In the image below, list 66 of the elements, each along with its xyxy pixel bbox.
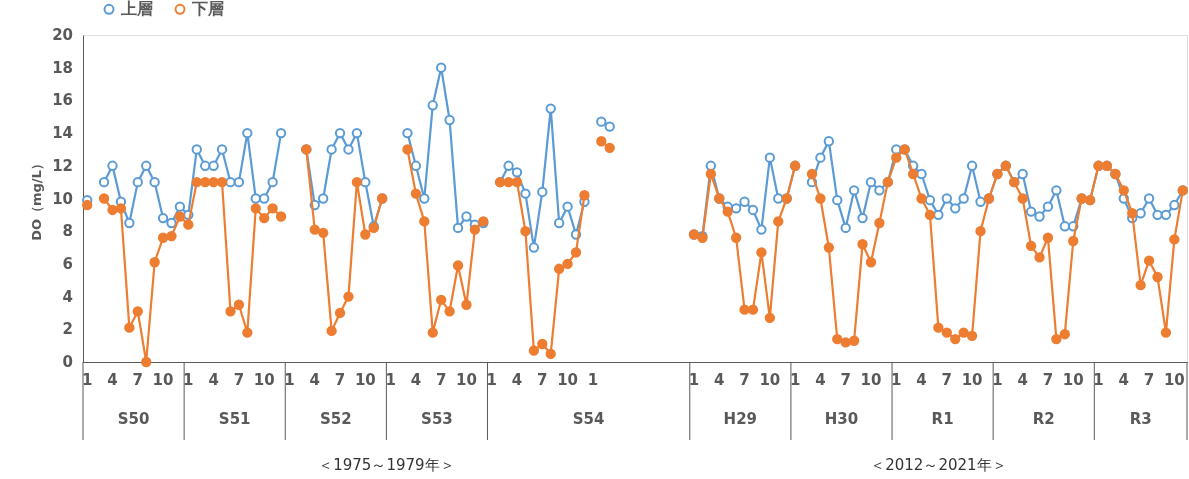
x-tick-label: 7 (537, 371, 548, 389)
x-tick-label: 4 (815, 371, 826, 389)
y-tick-label: 2 (62, 320, 73, 339)
x-tick-label: 7 (941, 371, 953, 389)
y-tick-label: 20 (52, 26, 73, 44)
x-tick-label: 7 (435, 371, 447, 389)
x-tick-label: 4 (511, 371, 523, 389)
legend-label: 下層 (191, 0, 224, 19)
x-tick-label: 1 (891, 371, 902, 389)
x-tick-label: 1 (385, 371, 396, 389)
text: R1 (931, 410, 954, 428)
x-tick-label: 4 (1118, 371, 1130, 389)
text: S50 (117, 410, 150, 428)
x-tick-label: 10 (759, 371, 781, 389)
x-tick-label: 1 (284, 371, 295, 389)
x-tick-label: 1 (486, 371, 497, 389)
text: H29 (723, 410, 758, 428)
text: R3 (1129, 410, 1152, 428)
text: S52 (319, 410, 352, 428)
x-tick-label: 4 (208, 371, 219, 389)
x-tick-label: 7 (840, 371, 851, 389)
x-tick-label: 7 (1143, 371, 1155, 389)
text: S51 (218, 410, 251, 428)
text: S53 (421, 410, 453, 428)
x-tick-label: 10 (253, 371, 275, 389)
x-tick-label: 1 (688, 371, 700, 389)
y-tick-label: 8 (62, 222, 73, 241)
x-tick-label: 10 (456, 371, 477, 389)
text: R2 (1032, 410, 1055, 428)
x-tick-label: 10 (354, 371, 376, 389)
x-tick-label: 4 (410, 371, 422, 389)
y-axis-title: DO（mg/L） (28, 157, 44, 241)
x-tick-label: 10 (1163, 371, 1185, 389)
y-tick-label: 14 (52, 124, 73, 143)
x-tick-label: 4 (916, 371, 927, 389)
x-tick-label: 1 (81, 371, 93, 389)
x-tick-label: 4 (1017, 371, 1028, 389)
x-tick-label: 7 (739, 371, 750, 389)
x-tick-label: 1 (587, 371, 599, 389)
x-tick-label: 7 (1042, 371, 1054, 389)
y-tick-label: 18 (52, 58, 73, 77)
y-tick-label: 12 (52, 156, 73, 175)
x-tick-label: 7 (233, 371, 245, 389)
x-tick-label: 10 (557, 371, 579, 389)
x-tick-label: 1 (1093, 371, 1104, 389)
text: S54 (572, 410, 605, 428)
y-tick-label: 10 (52, 189, 73, 208)
y-tick-label: 6 (62, 254, 73, 273)
x-tick-label: 7 (132, 371, 143, 389)
x-tick-label: 4 (309, 371, 320, 389)
x-tick-label: 10 (961, 371, 983, 389)
text: ＜2012～2021年＞ (870, 456, 1007, 474)
x-tick-label: 4 (107, 371, 118, 389)
x-tick-label: 1 (992, 371, 1003, 389)
text: ＜1975～1979年＞ (318, 456, 455, 474)
x-tick-label: 10 (1062, 371, 1084, 389)
y-tick-label: 0 (62, 353, 73, 371)
text: H30 (824, 410, 859, 428)
y-tick-label: 4 (62, 287, 73, 306)
y-tick-label: 16 (52, 91, 73, 110)
x-tick-label: 4 (714, 371, 725, 389)
x-tick-label: 10 (152, 371, 174, 389)
x-tick-label: 1 (789, 371, 801, 389)
x-tick-label: 10 (860, 371, 882, 389)
x-tick-label: 7 (334, 371, 346, 389)
legend-label: 上層 (120, 0, 153, 19)
